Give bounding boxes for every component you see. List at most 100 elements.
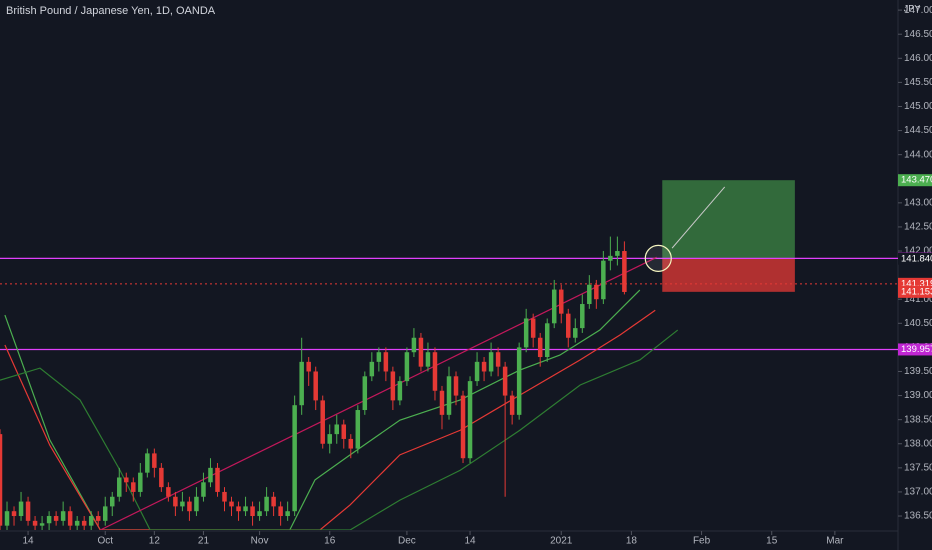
y-tick-label: 143.00 — [904, 197, 932, 208]
y-tick-label: 138.00 — [904, 438, 932, 449]
candle-body — [88, 516, 94, 526]
x-tick-label: 14 — [23, 536, 35, 547]
candle-body — [25, 501, 31, 521]
y-tick-label: 138.50 — [904, 414, 932, 425]
candle-body — [432, 352, 438, 391]
candle-body — [390, 371, 396, 401]
price-label-bg — [898, 174, 932, 187]
moving-average — [4, 309, 656, 530]
candle-body — [439, 390, 445, 415]
candle-body — [208, 467, 213, 483]
candle-body — [271, 496, 276, 507]
candle-body — [573, 328, 578, 338]
candle-body — [362, 376, 368, 411]
candle-body — [587, 284, 592, 305]
y-tick-label: 139.50 — [904, 366, 932, 377]
y-tick-label: 139.00 — [904, 390, 932, 401]
candle-body — [180, 501, 185, 507]
price-label: 141.319 — [901, 278, 932, 289]
candle-body — [341, 424, 347, 439]
y-tick-label: 142.50 — [904, 222, 932, 233]
candle-body — [152, 453, 157, 468]
candle-body — [502, 366, 508, 396]
candle-body — [594, 284, 599, 300]
x-tick-label: 15 — [766, 536, 778, 547]
candle-body — [102, 506, 108, 521]
candle-body — [117, 477, 122, 497]
candle-body — [355, 410, 361, 449]
candle-body — [131, 482, 136, 492]
candle-body — [53, 516, 59, 521]
candle-body — [530, 318, 536, 338]
candle-body — [18, 501, 24, 517]
y-tick-label: 145.00 — [904, 101, 932, 112]
x-tick-label: 2021 — [550, 536, 573, 547]
price-label: 139.957 — [901, 344, 932, 355]
candle-body — [46, 516, 52, 524]
position-stop — [662, 258, 795, 292]
candle-body — [467, 381, 473, 459]
candle-body — [81, 520, 87, 526]
x-tick-label: 18 — [626, 536, 638, 547]
candle-body — [474, 361, 480, 382]
candle-body — [194, 496, 199, 512]
y-tick-label: 140.50 — [904, 318, 932, 329]
y-tick-label: 137.00 — [904, 487, 932, 498]
x-tick-label: 16 — [324, 536, 336, 547]
candle-body — [559, 289, 564, 314]
x-tick-label: 21 — [198, 536, 210, 547]
plot-area — [0, 180, 898, 530]
y-tick-label: 137.50 — [904, 462, 932, 473]
candle-body — [0, 434, 3, 526]
entry-marker — [644, 244, 672, 272]
candle-body — [551, 289, 557, 324]
price-label-bg — [898, 343, 932, 356]
candle-body — [320, 400, 325, 444]
candle-body — [215, 467, 220, 492]
axes: 136.50 137.00 137.50 138.00 138.50 139.00 139.… — [23, 5, 932, 547]
y-tick-label: 145.50 — [904, 77, 932, 88]
candle-body — [376, 352, 382, 362]
candle-body — [615, 251, 620, 256]
candle-body — [537, 337, 543, 358]
candle-body — [124, 477, 129, 483]
candle-body — [516, 347, 522, 415]
candle-body — [74, 520, 80, 526]
candle-body — [257, 511, 262, 517]
candle-body — [187, 501, 192, 512]
candle-body — [383, 352, 389, 372]
y-tick-label: 144.50 — [904, 125, 932, 136]
price-label: 141.153 — [901, 286, 932, 297]
y-tick-label: 142.00 — [904, 246, 932, 257]
trendline — [100, 256, 657, 530]
candle-body — [110, 496, 115, 507]
candle-body — [481, 361, 487, 372]
candle-body — [222, 491, 227, 502]
chart-title: British Pound / Japanese Yen, 1D, OANDA — [6, 5, 216, 17]
candle-body — [397, 381, 403, 401]
x-tick-label: 12 — [149, 536, 161, 547]
candle-body — [404, 352, 410, 382]
candle-body — [11, 511, 17, 517]
y-tick-label: 146.00 — [904, 53, 932, 64]
candle-body — [229, 501, 234, 507]
candle-body — [166, 487, 171, 497]
candle-body — [453, 376, 459, 396]
y-tick-label: 147.00 — [904, 5, 932, 16]
candle-body — [306, 361, 311, 372]
candle-body — [95, 516, 101, 521]
candle-body — [285, 511, 290, 517]
candle-body — [250, 506, 255, 517]
candle-body — [566, 313, 571, 338]
y-tick-label: 144.00 — [904, 149, 932, 160]
position-target — [662, 180, 795, 259]
candle-body — [159, 467, 164, 488]
candle-body — [201, 482, 206, 497]
candle-body — [460, 395, 466, 459]
candle-body — [236, 506, 241, 512]
candle-body — [243, 506, 248, 512]
moving-average — [0, 329, 679, 530]
candle-body — [601, 260, 606, 300]
candle-body — [60, 511, 66, 521]
